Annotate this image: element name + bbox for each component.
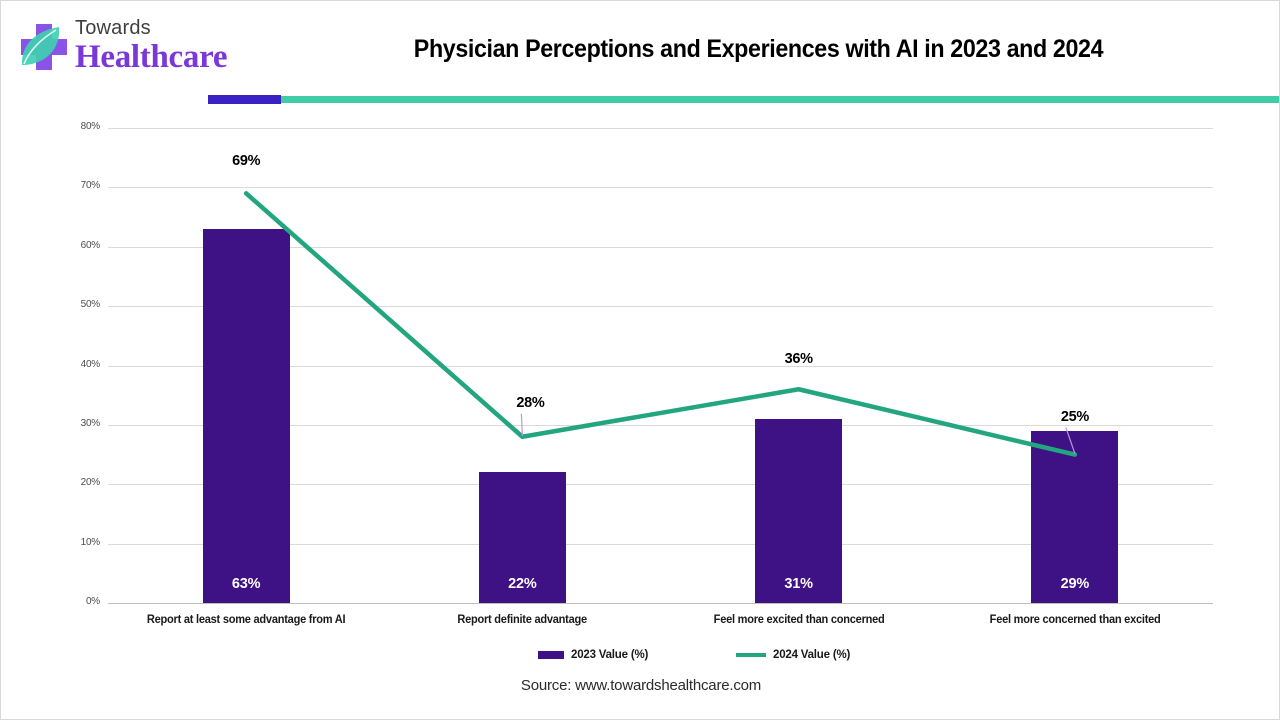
y-axis-tick-label: 0% xyxy=(85,596,100,607)
legend-bar-swatch-icon xyxy=(538,651,564,659)
legend-line-swatch-icon xyxy=(736,653,766,657)
brand-name-line2: Healthcare xyxy=(75,39,228,75)
y-axis-tick-label: 20% xyxy=(80,477,101,489)
bar-value-label: 31% xyxy=(784,576,813,592)
x-axis-label: Feel more concerned than excited xyxy=(989,614,1161,626)
x-axis-label: Feel more excited than concerned xyxy=(713,614,885,626)
brand-name-line1: Towards xyxy=(75,17,151,39)
legend-label: 2024 Value (%) xyxy=(773,649,851,661)
accent-rule-teal-segment xyxy=(281,96,1279,103)
source-note: Source: www.towardshealthcare.com xyxy=(520,677,762,694)
bar[interactable] xyxy=(202,228,290,603)
plot-area: 80% 70% 60% 50% 40% 30% 20% 10% 0% 63% 22% 31% 29% … xyxy=(1,104,1279,626)
gridline xyxy=(108,187,1213,189)
bar[interactable] xyxy=(478,472,566,603)
gridline xyxy=(108,128,1213,129)
accent-rule xyxy=(208,95,1279,104)
x-axis-label: Report definite advantage xyxy=(457,614,588,626)
legend-item[interactable]: 2024 Value (%) xyxy=(736,646,850,664)
y-axis-tick-label: 60% xyxy=(80,239,101,251)
line-path[interactable] xyxy=(243,191,1078,457)
gridline xyxy=(108,484,1213,486)
line-value-label: 25% xyxy=(1060,408,1089,425)
bar-value-label: 29% xyxy=(1060,576,1090,592)
y-axis-tick-label: 80% xyxy=(80,121,101,132)
x-axis-label: Report at least some advantage from AI xyxy=(146,614,346,626)
y-axis-tick-label: 40% xyxy=(80,358,101,370)
y-axis-tick-label: 10% xyxy=(80,536,101,548)
gridline xyxy=(108,543,1213,545)
legend: 2023 Value (%) 2024 Value (%) xyxy=(1,646,1279,664)
accent-rule-purple-segment xyxy=(208,95,281,104)
y-axis-tick-label: 50% xyxy=(80,299,101,311)
legend-item[interactable]: 2023 Value (%) xyxy=(538,646,648,664)
y-axis-tick-label: 30% xyxy=(80,417,101,429)
header: Towards Healthcare Physician Perceptions… xyxy=(1,1,1279,89)
bar-value-label: 22% xyxy=(508,576,537,592)
bar-value-label: 63% xyxy=(231,576,261,592)
brand-wordmark: Towards Healthcare xyxy=(75,17,255,79)
cross-leaf-logo-icon xyxy=(15,21,73,79)
y-axis-tick-label: 70% xyxy=(80,180,101,192)
line-value-label: 28% xyxy=(516,394,545,411)
axis-baseline xyxy=(108,603,1213,604)
legend-label: 2023 Value (%) xyxy=(571,649,649,661)
line-value-label: 36% xyxy=(784,351,813,368)
brand-logo: Towards Healthcare xyxy=(15,17,255,79)
line-value-label: 69% xyxy=(232,153,261,170)
bar[interactable] xyxy=(1031,430,1119,603)
page-title: Physician Perceptions and Experiences wi… xyxy=(413,35,1104,63)
